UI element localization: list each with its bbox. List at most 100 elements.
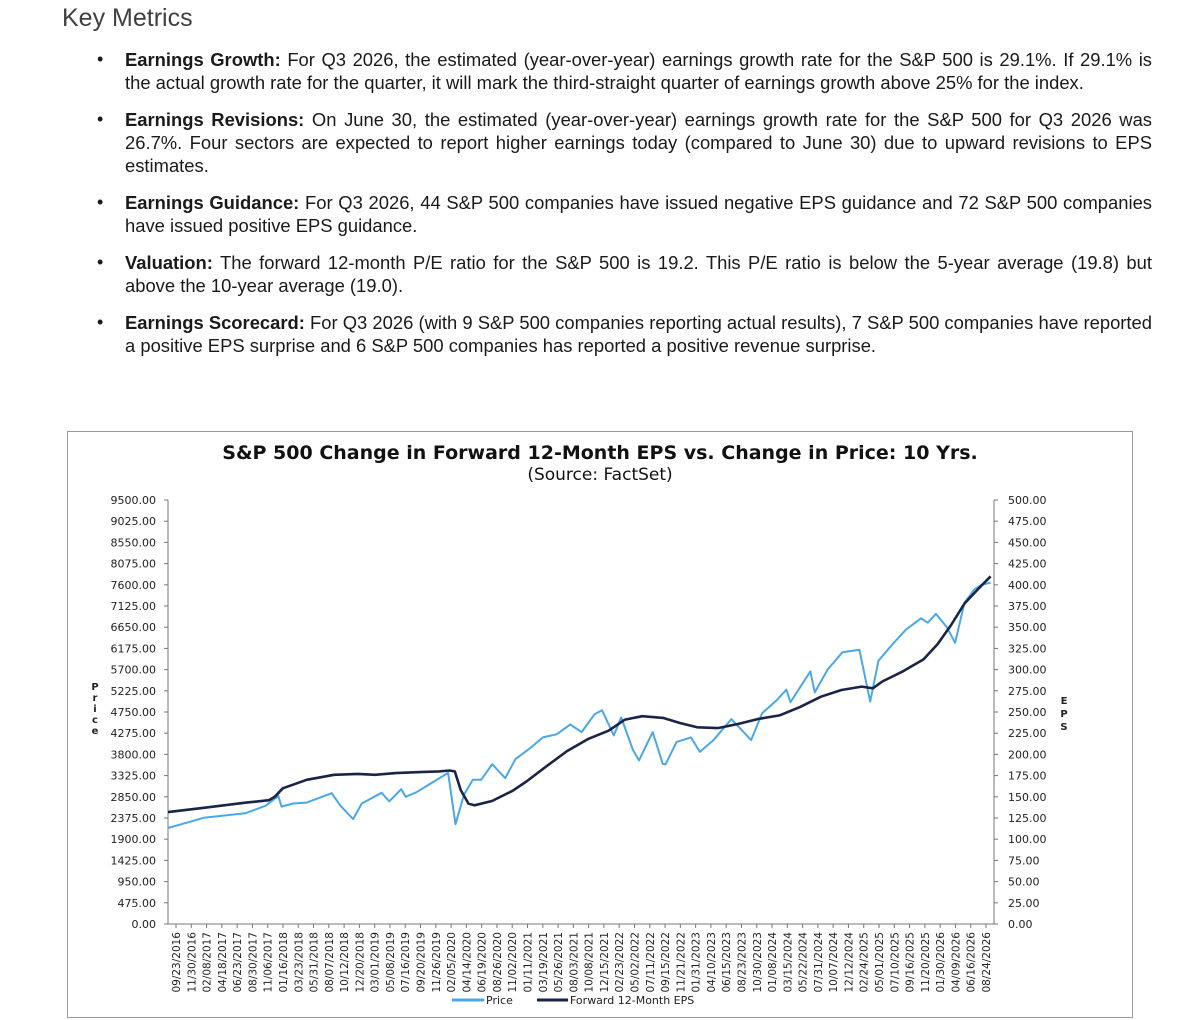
y-left-tick-label: 2375.00	[111, 812, 157, 825]
bullet-earnings-guidance: • Earnings Guidance: For Q3 2026, 44 S&P…	[92, 191, 1152, 237]
y-left-tick-label: 3800.00	[111, 748, 157, 761]
x-tick-label: 08/26/2020	[492, 932, 504, 993]
bullet-earnings-growth: • Earnings Growth: For Q3 2026, the esti…	[92, 48, 1152, 94]
x-tick-label: 07/10/2025	[889, 932, 901, 993]
bullet-dot-icon: •	[97, 192, 104, 212]
x-tick-label: 06/16/2026	[966, 932, 978, 993]
y-left-tick-label: 2850.00	[111, 791, 157, 804]
y-right-tick-label: 25.00	[1008, 897, 1040, 910]
x-tick-label: 03/01/2019	[370, 932, 382, 993]
x-tick-label: 11/21/2022	[675, 932, 687, 993]
bullet-text: On June 30, the estimated (year-over-yea…	[125, 109, 1152, 176]
x-tick-label: 01/31/2023	[691, 932, 703, 993]
chart-subtitle: (Source: FactSet)	[527, 465, 673, 485]
x-tick-label: 10/12/2018	[339, 932, 351, 993]
chart-title: S&P 500 Change in Forward 12-Month EPS v…	[222, 442, 978, 464]
x-tick-label: 01/16/2018	[278, 932, 290, 993]
y-right-tick-label: 350.00	[1008, 621, 1047, 634]
x-tick-label: 06/15/2023	[721, 932, 733, 993]
x-tick-label: 11/06/2017	[263, 932, 275, 993]
y-left-tick-label: 1900.00	[111, 833, 157, 846]
bullet-label: Earnings Guidance:	[125, 192, 300, 213]
y-left-tick-label: 6175.00	[111, 642, 157, 655]
x-tick-label: 08/30/2017	[247, 932, 259, 993]
x-tick-label: 02/05/2020	[446, 932, 458, 993]
x-tick-label: 07/31/2024	[813, 932, 825, 993]
y-left-axis-label-char: e	[92, 726, 99, 737]
bullet-dot-icon: •	[97, 109, 104, 129]
y-left-tick-label: 4275.00	[111, 727, 157, 740]
y-right-tick-label: 300.00	[1008, 664, 1047, 677]
bullet-label: Earnings Growth:	[125, 49, 281, 70]
x-tick-label: 01/11/2021	[523, 932, 535, 993]
x-tick-label: 05/02/2022	[629, 932, 641, 993]
legend-price-label: Price	[486, 994, 513, 1007]
y-left-tick-label: 6650.00	[111, 621, 157, 634]
chart-container: S&P 500 Change in Forward 12-Month EPS v…	[67, 431, 1133, 1018]
x-tick-label: 09/15/2022	[660, 932, 672, 993]
y-left-tick-label: 7125.00	[111, 600, 157, 613]
x-tick-label: 05/31/2018	[309, 932, 321, 993]
y-right-axis-label-char: P	[1060, 709, 1067, 720]
bullet-dot-icon: •	[97, 252, 104, 272]
x-tick-label: 05/26/2021	[553, 932, 565, 993]
x-tick-label: 08/23/2023	[736, 932, 748, 993]
legend-eps-label: Forward 12-Month EPS	[570, 994, 694, 1007]
x-tick-label: 05/01/2025	[874, 932, 886, 993]
y-right-tick-label: 325.00	[1008, 642, 1047, 655]
y-right-axis-label-char: E	[1061, 696, 1068, 707]
x-tick-label: 11/26/2019	[431, 932, 443, 993]
x-tick-label: 03/15/2024	[782, 932, 794, 993]
y-left-tick-label: 950.00	[118, 876, 157, 889]
y-right-tick-label: 50.00	[1008, 876, 1040, 889]
bullet-text: For Q3 2026, the estimated (year-over-ye…	[125, 49, 1152, 93]
y-left-tick-label: 475.00	[118, 897, 157, 910]
x-tick-label: 08/24/2026	[981, 932, 993, 993]
x-tick-label: 10/07/2024	[828, 932, 840, 993]
x-tick-label: 07/11/2022	[645, 932, 657, 993]
bullet-text: For Q3 2026 (with 9 S&P 500 companies re…	[125, 312, 1152, 356]
x-tick-label: 03/23/2018	[293, 932, 305, 993]
bullet-dot-icon: •	[97, 312, 104, 332]
y-right-tick-label: 425.00	[1008, 558, 1047, 571]
x-tick-label: 02/23/2022	[614, 932, 626, 993]
bullet-earnings-scorecard: • Earnings Scorecard: For Q3 2026 (with …	[92, 311, 1152, 357]
x-tick-label: 09/23/2016	[171, 932, 183, 993]
section-heading: Key Metrics	[62, 4, 193, 32]
x-tick-label: 04/14/2020	[461, 932, 473, 993]
x-tick-label: 04/10/2023	[706, 932, 718, 993]
y-left-tick-label: 0.00	[132, 918, 157, 931]
bullet-label: Earnings Revisions:	[125, 109, 305, 130]
x-tick-label: 01/30/2026	[935, 932, 947, 993]
x-tick-label: 08/07/2018	[324, 932, 336, 993]
y-left-axis-label-char: P	[91, 682, 98, 693]
y-right-tick-label: 0.00	[1008, 918, 1033, 931]
y-left-tick-label: 9500.00	[111, 494, 157, 507]
y-left-tick-label: 3325.00	[111, 770, 157, 783]
x-tick-label: 04/09/2026	[950, 932, 962, 993]
x-tick-label: 02/24/2025	[859, 932, 871, 993]
x-tick-label: 05/08/2019	[385, 932, 397, 993]
bullet-label: Earnings Scorecard:	[125, 312, 305, 333]
y-left-tick-label: 5700.00	[111, 664, 157, 677]
x-tick-label: 11/02/2020	[507, 932, 519, 993]
y-right-tick-label: 450.00	[1008, 536, 1047, 549]
price-series-line	[167, 581, 991, 829]
eps-series-line	[167, 575, 992, 814]
y-right-tick-label: 250.00	[1008, 706, 1047, 719]
y-left-axis-label-char: i	[93, 704, 96, 715]
y-left-tick-label: 1425.00	[111, 854, 157, 867]
y-left-tick-label: 7600.00	[111, 579, 157, 592]
x-tick-label: 11/20/2025	[920, 932, 932, 993]
x-tick-label: 12/15/2021	[599, 932, 611, 993]
x-tick-label: 09/16/2025	[905, 932, 917, 993]
chart-plot: 0.00 475.00 950.00 1425.00 1900.00 2375.00 285…	[91, 494, 1068, 1007]
x-tick-label: 06/19/2020	[477, 932, 489, 993]
y-left-tick-label: 8550.00	[111, 536, 157, 549]
y-right-tick-label: 175.00	[1008, 770, 1047, 783]
y-left-tick-label: 4750.00	[111, 706, 157, 719]
bullet-dot-icon: •	[97, 49, 104, 69]
x-tick-label: 05/22/2024	[798, 932, 810, 993]
x-tick-label: 09/20/2019	[416, 932, 428, 993]
bullet-text: The forward 12-month P/E ratio for the S…	[125, 252, 1152, 296]
